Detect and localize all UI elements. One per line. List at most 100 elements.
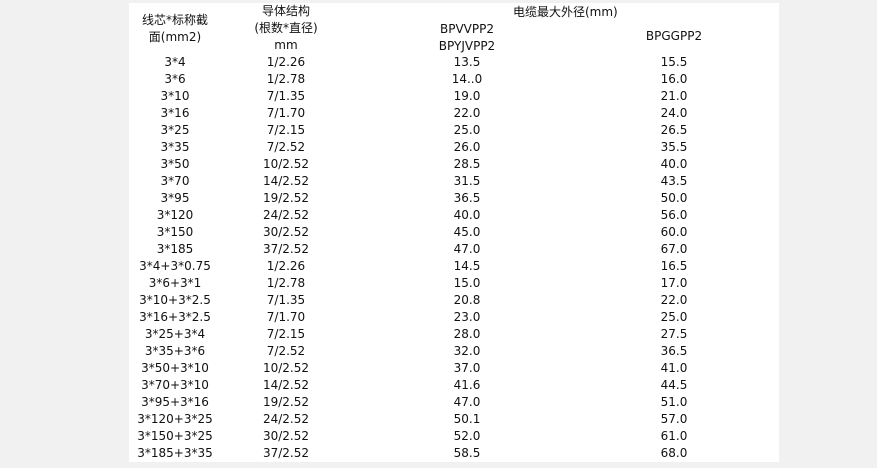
cross-section-cell: 3*95+3*16 (141, 395, 209, 409)
bpggpp2-diameter-cell: 35.5 (660, 140, 688, 154)
bpvvpp2-diameter-cell: 50.1 (453, 412, 481, 426)
cross-section-cell: 3*35+3*6 (144, 344, 206, 358)
cross-section-cell: 3*95 (160, 191, 190, 205)
conductor-cell: 19/2.52 (262, 191, 310, 205)
bpggpp2-diameter-cell: 60.0 (660, 225, 688, 239)
conductor-cell: 1/2.78 (266, 72, 306, 86)
bpvvpp2-diameter-cell: 37.0 (453, 361, 481, 375)
conductor-cell: 37/2.52 (262, 446, 310, 460)
bpggpp2-diameter-cell: 68.0 (660, 446, 688, 460)
bpggpp2-diameter-cell: 51.0 (660, 395, 688, 409)
cross-section-cell: 3*50+3*10 (141, 361, 209, 375)
cross-section-cell: 3*35 (160, 140, 190, 154)
conductor-cell: 14/2.52 (262, 174, 310, 188)
bpggpp2-diameter-cell: 22.0 (660, 293, 688, 307)
bpggpp2-diameter-cell: 17.0 (660, 276, 688, 290)
bpggpp2-diameter-cell: 43.5 (660, 174, 688, 188)
bpggpp2-diameter-cell: 25.0 (660, 310, 688, 324)
bpggpp2-diameter-cell: 26.5 (660, 123, 688, 137)
table-row: 3*120+3*25 24/2.52 50.1 57.0 (129, 411, 779, 428)
cross-section-cell: 3*4 (164, 55, 186, 69)
cross-section-cell: 3*10 (160, 89, 190, 103)
conductor-cell: 19/2.52 (262, 395, 310, 409)
bpvvpp2-diameter-cell: 20.8 (453, 293, 481, 307)
bpggpp2-diameter-cell: 61.0 (660, 429, 688, 443)
cross-section-cell: 3*25 (160, 123, 190, 137)
cross-section-cell: 3*120+3*25 (137, 412, 213, 426)
table-row: 3*4+3*0.75 1/2.26 14.5 16.5 (129, 258, 779, 275)
table-row: 3*50+3*10 10/2.52 37.0 41.0 (129, 360, 779, 377)
bpggpp2-diameter-cell: 56.0 (660, 208, 688, 222)
bpvvpp2-diameter-cell: 45.0 (453, 225, 481, 239)
bpggpp2-diameter-cell: 15.5 (660, 55, 688, 69)
table-row: 3*50 10/2.52 28.5 40.0 (129, 156, 779, 173)
table-row: 3*120 24/2.52 40.0 56.0 (129, 207, 779, 224)
table-row: 3*70+3*10 14/2.52 41.6 44.5 (129, 377, 779, 394)
bpvvpp2-diameter-cell: 47.0 (453, 242, 481, 256)
conductor-cell: 24/2.52 (262, 208, 310, 222)
header-cross-section-line1: 线芯*标称截 (141, 13, 209, 27)
conductor-cell: 7/1.35 (266, 293, 306, 307)
bpvvpp2-diameter-cell: 52.0 (453, 429, 481, 443)
table-row: 3*10+3*2.5 7/1.35 20.8 22.0 (129, 292, 779, 309)
bpggpp2-diameter-cell: 40.0 (660, 157, 688, 171)
conductor-cell: 7/2.15 (266, 327, 306, 341)
table-row: 3*25 7/2.15 25.0 26.5 (129, 122, 779, 139)
conductor-cell: 7/1.35 (266, 89, 306, 103)
conductor-cell: 1/2.78 (266, 276, 306, 290)
conductor-cell: 1/2.26 (266, 55, 306, 69)
table-row: 3*35+3*6 7/2.52 32.0 36.5 (129, 343, 779, 360)
header-bpggpp2: BPGGPP2 (645, 29, 703, 43)
table-row: 3*25+3*4 7/2.15 28.0 27.5 (129, 326, 779, 343)
table-row: 3*6 1/2.78 14..0 16.0 (129, 71, 779, 88)
header-conductor-line2: (根数*直径) (254, 21, 318, 35)
bpggpp2-diameter-cell: 44.5 (660, 378, 688, 392)
bpggpp2-diameter-cell: 50.0 (660, 191, 688, 205)
conductor-cell: 7/2.52 (266, 344, 306, 358)
table-row: 3*95 19/2.52 36.5 50.0 (129, 190, 779, 207)
table-row: 3*35 7/2.52 26.0 35.5 (129, 139, 779, 156)
cross-section-cell: 3*50 (160, 157, 190, 171)
bpvvpp2-diameter-cell: 15.0 (453, 276, 481, 290)
bpggpp2-diameter-cell: 41.0 (660, 361, 688, 375)
bpggpp2-diameter-cell: 21.0 (660, 89, 688, 103)
bpggpp2-diameter-cell: 16.0 (660, 72, 688, 86)
bpggpp2-diameter-cell: 24.0 (660, 106, 688, 120)
cross-section-cell: 3*6 (164, 72, 186, 86)
table-row: 3*70 14/2.52 31.5 43.5 (129, 173, 779, 190)
table-row: 3*95+3*16 19/2.52 47.0 51.0 (129, 394, 779, 411)
header-cross-section-line2: 面(mm2) (148, 30, 202, 44)
cross-section-cell: 3*16 (160, 106, 190, 120)
bpvvpp2-diameter-cell: 58.5 (453, 446, 481, 460)
bpvvpp2-diameter-cell: 14.5 (453, 259, 481, 273)
header-bpyjvpp2: BPYJVPP2 (438, 39, 496, 53)
bpvvpp2-diameter-cell: 26.0 (453, 140, 481, 154)
table-row: 3*10 7/1.35 19.0 21.0 (129, 88, 779, 105)
header-max-diameter: 电缆最大外径(mm) (513, 5, 618, 19)
bpvvpp2-diameter-cell: 22.0 (453, 106, 481, 120)
bpggpp2-diameter-cell: 27.5 (660, 327, 688, 341)
table-row: 3*150 30/2.52 45.0 60.0 (129, 224, 779, 241)
table-row: 3*150+3*25 30/2.52 52.0 61.0 (129, 428, 779, 445)
bpvvpp2-diameter-cell: 47.0 (453, 395, 481, 409)
bpvvpp2-diameter-cell: 14..0 (451, 72, 483, 86)
table-row: 3*6+3*1 1/2.78 15.0 17.0 (129, 275, 779, 292)
bpvvpp2-diameter-cell: 13.5 (453, 55, 481, 69)
table-row: 3*16+3*2.5 7/1.70 23.0 25.0 (129, 309, 779, 326)
table-row: 3*185 37/2.52 47.0 67.0 (129, 241, 779, 258)
cross-section-cell: 3*185+3*35 (137, 446, 213, 460)
conductor-cell: 7/2.15 (266, 123, 306, 137)
conductor-cell: 30/2.52 (262, 429, 310, 443)
cross-section-cell: 3*16+3*2.5 (139, 310, 211, 324)
bpggpp2-diameter-cell: 36.5 (660, 344, 688, 358)
cross-section-cell: 3*70 (160, 174, 190, 188)
conductor-cell: 10/2.52 (262, 361, 310, 375)
cross-section-cell: 3*4+3*0.75 (139, 259, 211, 273)
bpggpp2-diameter-cell: 16.5 (660, 259, 688, 273)
header-bpvvpp2: BPVVPP2 (440, 22, 494, 36)
cross-section-cell: 3*25+3*4 (144, 327, 206, 341)
bpvvpp2-diameter-cell: 28.0 (453, 327, 481, 341)
cross-section-cell: 3*6+3*1 (148, 276, 202, 290)
bpggpp2-diameter-cell: 67.0 (660, 242, 688, 256)
header-conductor-line3: mm (274, 38, 298, 52)
